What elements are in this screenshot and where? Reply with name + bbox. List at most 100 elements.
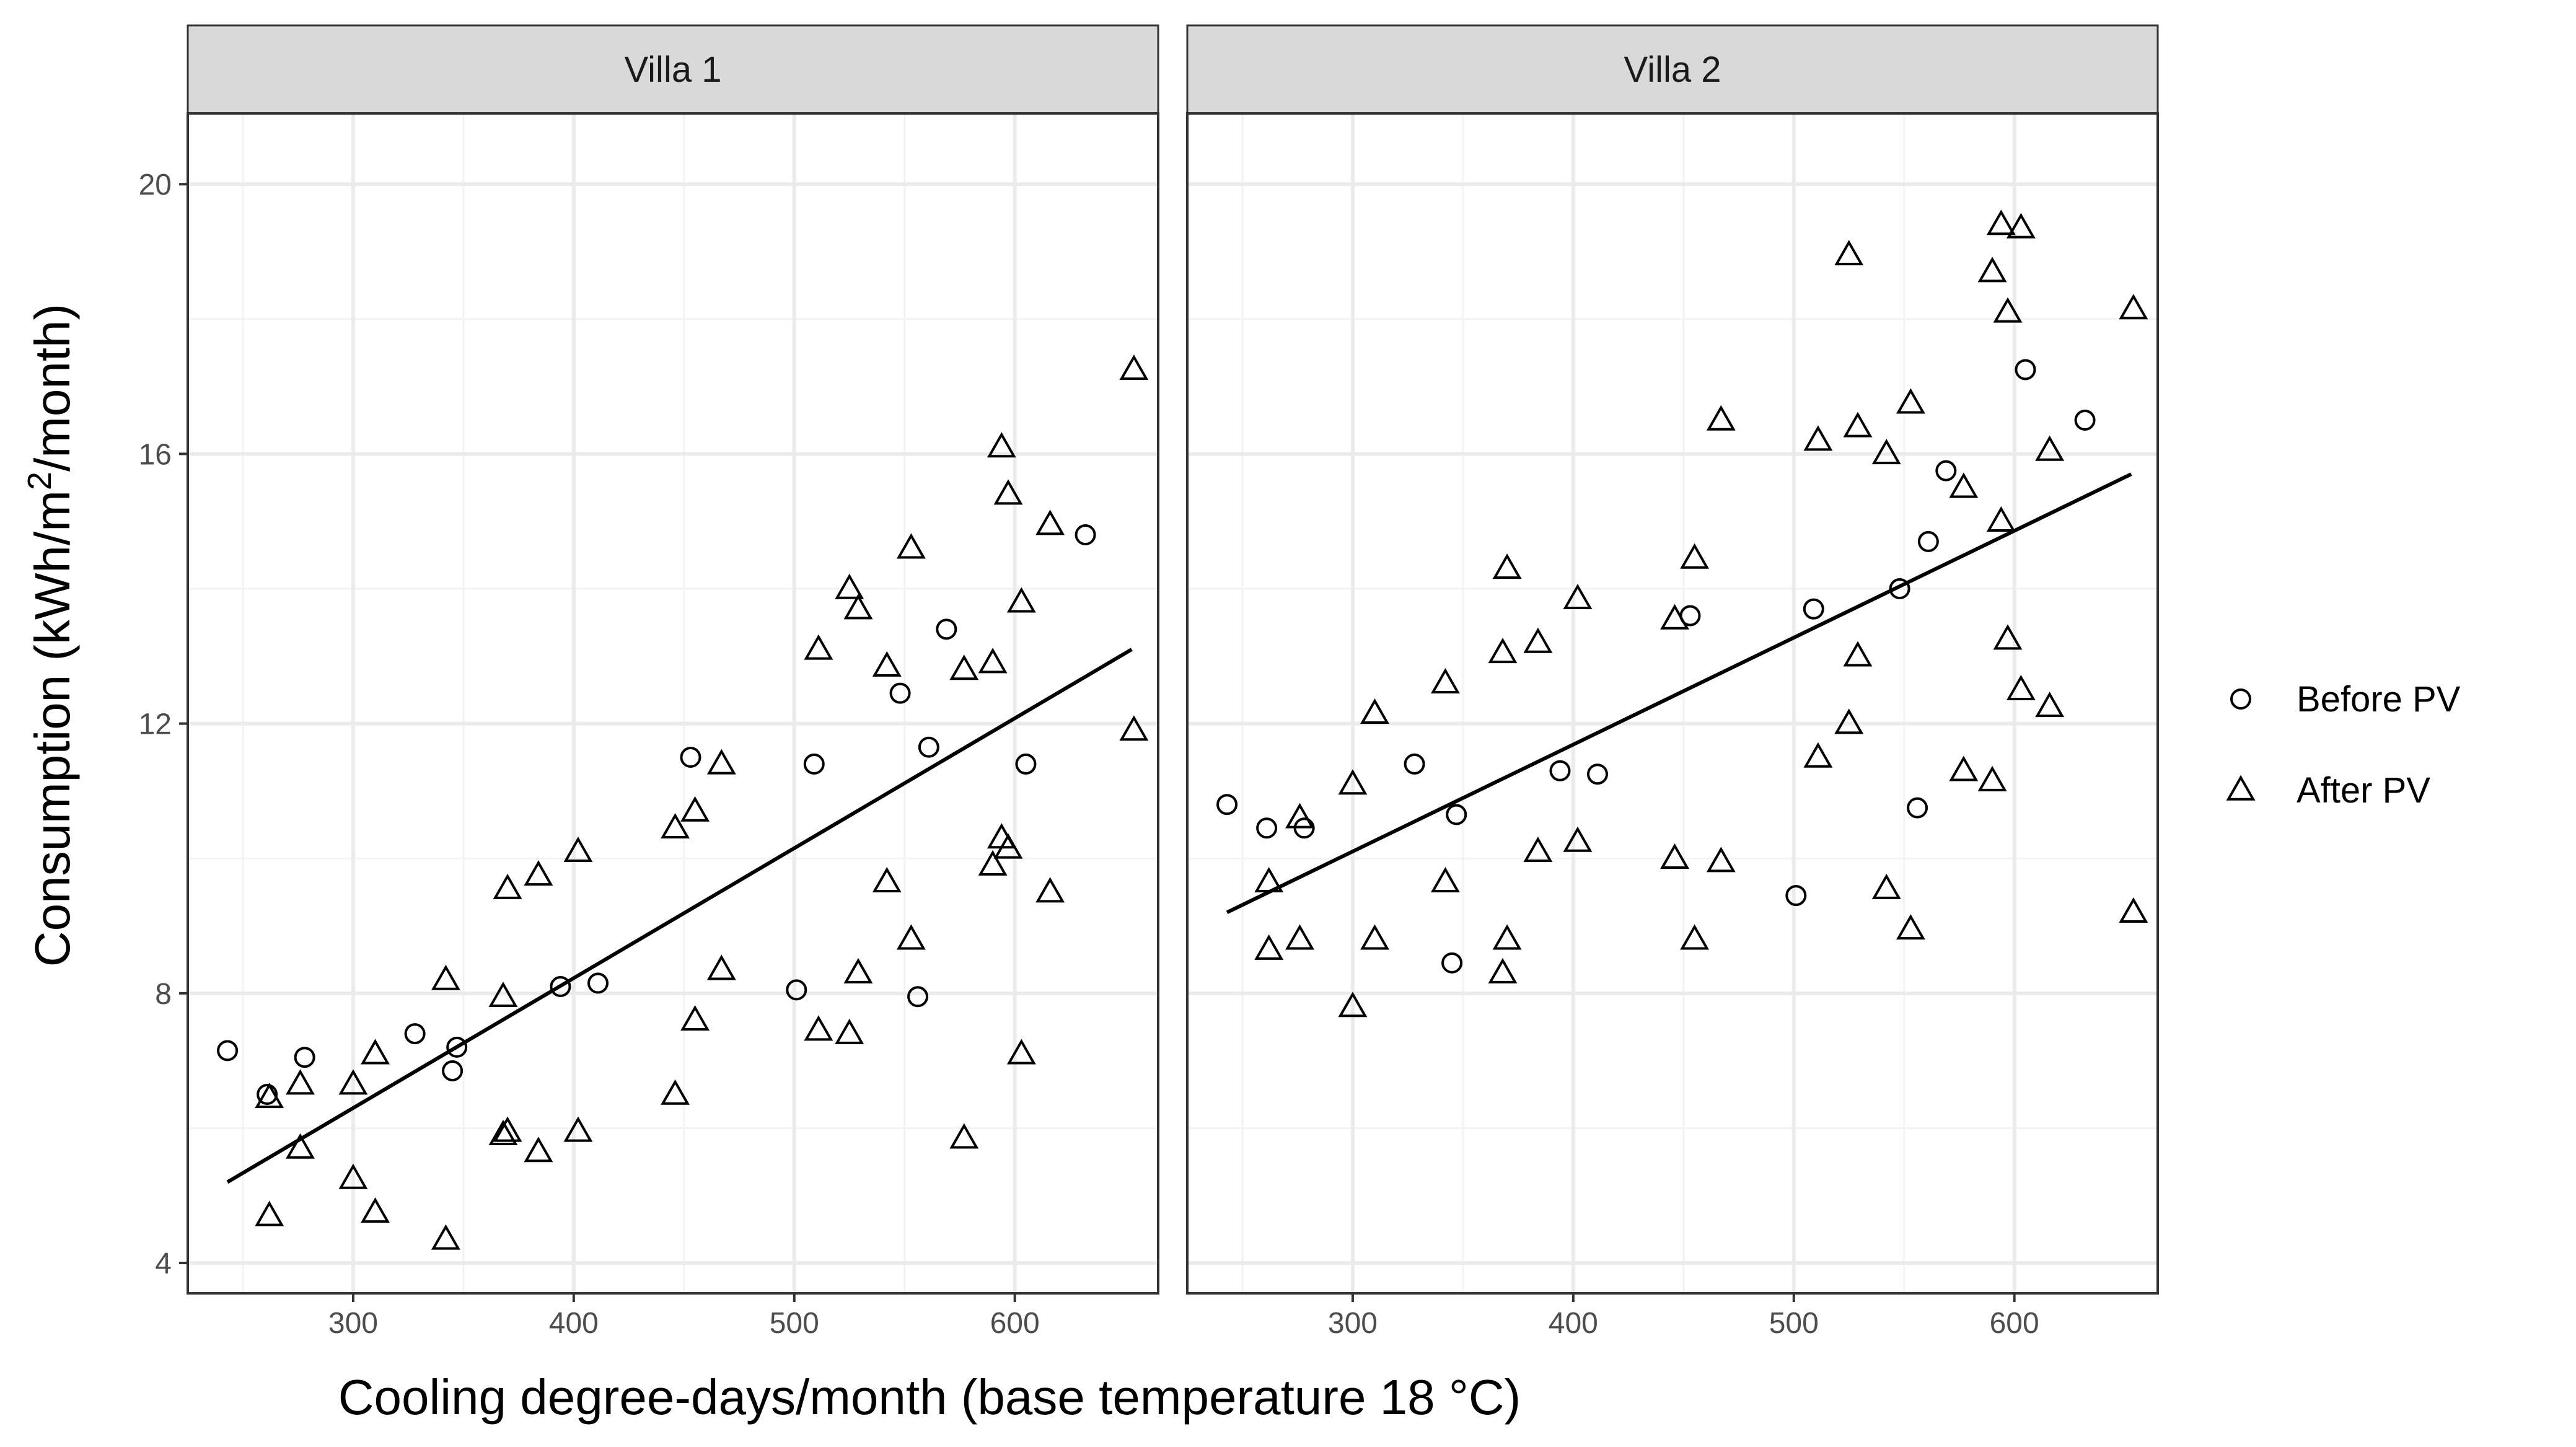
after-pv-point [661,1079,690,1105]
after-pv-point [1430,866,1460,893]
before-pv-point [294,1047,315,1068]
after-pv-point [1492,924,1522,950]
after-pv-point [843,594,873,620]
after-pv-point [1680,543,1710,569]
after-pv-point [1285,803,1314,829]
before-pv-point [1917,530,1939,552]
before-pv-point [1907,797,1928,819]
x-tick-label: 500 [1769,1307,1819,1340]
after-pv-point [680,796,710,822]
fit-lines [226,472,2132,1184]
after-pv-point [286,1133,315,1159]
plot-area [188,113,1158,1293]
after-pv-point [978,850,1008,876]
after-pv-point [524,1137,553,1163]
facet-strip [1186,24,2159,115]
after-pv-point [1660,843,1690,869]
data-points [217,209,2148,1250]
after-pv-point [1006,1039,1036,1065]
after-pv-point [896,533,926,559]
before-pv-point [1441,952,1463,974]
after-pv-point [1563,826,1593,852]
panel-1: Villa 1 300 400 500 600 [187,24,1159,1340]
after-pv-point [1523,837,1553,863]
before-pv-point [889,682,911,704]
y-axis-title-tail: /month) [25,304,80,472]
legend-triangle-icon [2226,775,2256,801]
after-pv-point [255,1200,284,1226]
before-pv-point [257,1084,278,1106]
after-pv-point [524,860,553,886]
x-axis-title: Cooling degree-days/month (base temperat… [338,1370,1521,1425]
after-pv-point [1706,405,1736,431]
y-tick-label: 12 [139,708,172,741]
before-pv-point [907,986,929,1008]
after-pv-point [493,873,522,899]
before-pv-point [1586,763,1608,785]
after-pv-point [949,654,979,680]
after-pv-point [1523,627,1553,653]
after-pv-point [1803,742,1833,768]
after-pv-point [1492,553,1522,579]
after-pv-point [2035,435,2065,461]
after-pv-point [1119,354,1149,380]
before-pv-point [680,747,701,768]
after-pv-point [706,954,736,980]
before-pv-point [217,1040,239,1062]
before-pv-point [1075,524,1096,545]
after-pv-point [488,981,518,1007]
before-pv-point [803,753,825,775]
after-pv-point [563,837,593,863]
x-tick-label: 400 [1549,1307,1598,1340]
after-pv-point [1843,641,1873,667]
after-pv-point [361,1039,390,1065]
y-axis-title-superscript: 2 [21,472,58,490]
before-pv-point [1216,794,1238,816]
x-tick-label: 400 [549,1307,599,1340]
after-pv-point [1285,924,1314,950]
y-axis-title-main: Consumption (kWh/m [25,490,80,967]
after-pv-point [1035,509,1065,535]
after-pv-point [338,1163,368,1189]
after-pv-point [1360,924,1389,950]
after-pv-point [2035,692,2065,718]
after-pv-point [1254,934,1284,960]
after-pv-point [1834,240,1864,266]
legend-label: After PV [2297,770,2430,811]
after-pv-point [255,1083,284,1109]
before-pv-point [550,975,571,997]
panel-frames [187,112,2159,1295]
after-pv-point [1338,992,1368,1018]
after-pv-point [993,479,1023,505]
x-tick-label: 300 [328,1307,378,1340]
after-pv-point [680,1005,710,1031]
legend-label: Before PV [2297,679,2461,719]
after-pv-point [1706,847,1736,873]
before-pv-point [1404,753,1425,775]
after-pv-point [563,1116,593,1142]
after-pv-point [1680,924,1710,950]
before-pv-point [1803,598,1824,620]
after-pv-point [1986,506,2016,532]
after-pv-point [978,648,1008,674]
before-pv-point [786,979,807,1001]
after-pv-point [1949,472,1979,498]
after-pv-point [1986,209,2016,235]
legend-item: Before PV [2230,679,2461,719]
before-pv-point [404,1023,426,1045]
before-pv-point [1785,885,1807,907]
after-pv-point [431,1224,460,1250]
after-pv-point [338,1069,368,1095]
after-pv-point [1660,604,1690,630]
legend-circle-icon [2230,688,2251,710]
after-pv-point [1949,755,1979,781]
after-pv-point [2119,294,2148,320]
after-pv-point [1360,698,1389,724]
after-pv-point [1896,388,1925,414]
after-pv-point [1977,257,2007,283]
before-pv-point [918,736,939,758]
after-pv-point [1035,877,1065,903]
after-pv-point [361,1197,390,1223]
legend: Before PV After PV [2226,679,2461,811]
